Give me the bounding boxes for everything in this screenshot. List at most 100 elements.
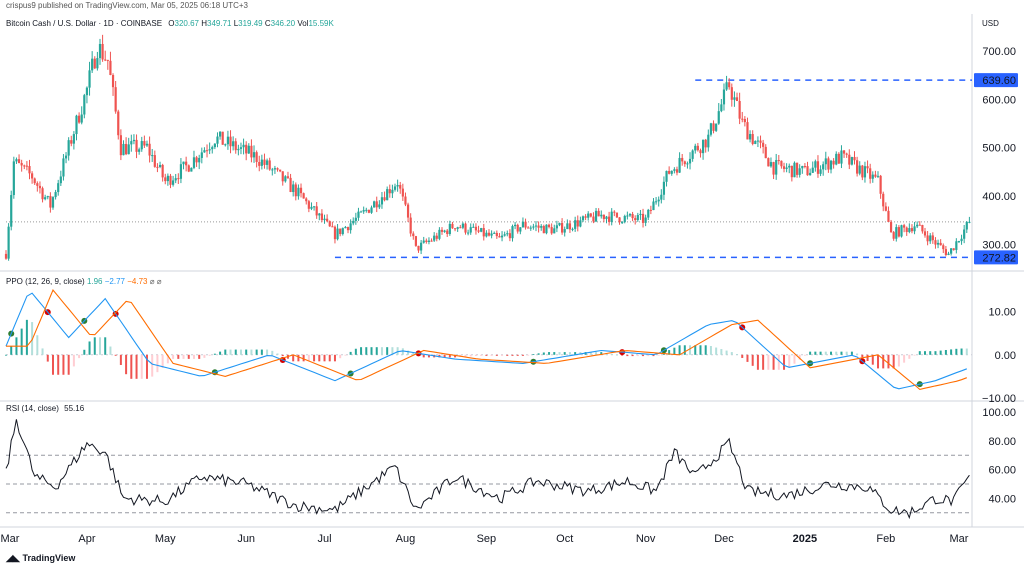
ppo-value-3: −4.73 [127,277,148,286]
candle-body [320,213,324,221]
candle-body [623,215,626,223]
candle-body [657,199,660,202]
candle-body [615,212,619,218]
candle-body [117,111,120,136]
candle-body [931,235,934,241]
ppo-hist-bar [830,351,833,355]
support-price-tag: 272.82 [982,252,1016,264]
candle-body [903,225,906,228]
ppo-hist-bar [636,354,639,357]
price-legend: Bitcoin Cash / U.S. Dollar · 1D · COINBA… [6,19,334,28]
candle-body [216,136,219,144]
candle-body [213,143,216,148]
candle-body [832,160,835,165]
candle-body [670,170,673,174]
rsi-line [5,419,970,520]
ppo-hist-bar [532,354,535,355]
ppo-hist-bar [542,352,545,355]
candle-body [461,223,464,228]
candle-body [748,134,752,140]
candle-body [62,158,65,177]
candle-body [858,165,861,174]
candle-body [393,186,397,190]
ppo-hist-bar [824,351,827,355]
time-tick-label: Oct [556,533,573,545]
ppo-hist-bar [871,354,874,365]
candle-body [153,155,156,167]
candle-body [508,233,511,239]
price-tick-label: 600.00 [982,94,1016,106]
candle-body [955,241,958,250]
candle-body [179,164,183,179]
ppo-hist-bar [615,354,618,356]
candle-body [542,226,545,234]
candle-body [811,167,814,173]
ppo-hist-bar [276,353,279,355]
candle-body [696,145,699,151]
ppo-hist-bar [67,354,70,375]
candle-body [271,169,274,171]
candle-body [939,242,942,246]
ppo-hist-bar [203,354,206,358]
candle-body [709,123,713,135]
candle-body [631,214,634,219]
candle-body [57,183,60,193]
candle-body [532,226,535,228]
ppo-hist-bar [887,354,890,369]
candles [4,34,971,261]
ppo-hist-bar [354,348,357,355]
ppo-hist-bar [704,345,707,355]
candle-body [192,157,196,168]
candle-body [587,213,590,218]
low-label: L [233,19,239,28]
candle-body [258,162,261,166]
candle-body [148,143,151,156]
ppo-hist-bar [474,354,477,357]
candle-body [7,226,10,259]
candle-body [211,147,214,150]
ppo-hist-bar [62,354,65,375]
ppo-hist-bar [850,351,853,355]
candle-body [498,236,501,238]
ppo-hist-bar [485,354,488,356]
candle-body [516,224,519,232]
ppo-hist-bar [229,349,232,355]
close-value: 346.20 [270,19,296,28]
candle-body [529,227,532,229]
ppo-hist-bar [495,354,498,356]
ppo-hist-bar [767,354,770,370]
candle-body [208,149,211,151]
ppo-hist-bar [219,351,222,355]
candle-body [626,215,629,217]
ppo-hist-bar [772,354,775,370]
ppo-hist-bar [506,354,509,356]
rsi-tick-label: 60.00 [988,465,1016,477]
close-label: C [264,19,271,28]
candle-body [814,161,817,168]
candle-body [647,209,650,218]
candle-body [534,225,538,227]
ppo-hist-bar [908,354,911,359]
candle-body [795,162,799,175]
high-label: H [201,19,207,28]
candle-body [15,159,18,162]
candle-body [715,123,718,131]
candle-body [367,209,371,213]
ppo-signal-line [6,288,967,390]
candle-body [662,181,666,195]
candle-body [260,159,263,166]
candle-body [119,135,122,156]
candle-body [417,245,420,251]
candle-body [866,166,869,169]
candle-body [328,221,331,227]
candle-body [725,82,728,90]
candle-body [668,170,671,174]
candle-body [336,228,339,240]
ppo-hist-bar [793,354,796,364]
candle-body [694,145,697,151]
candle-body [728,82,731,88]
ppo-hist-bar [370,347,373,355]
ppo-hist-bar [344,354,347,356]
ppo-hist-bar [166,354,169,364]
candle-body [738,101,741,119]
